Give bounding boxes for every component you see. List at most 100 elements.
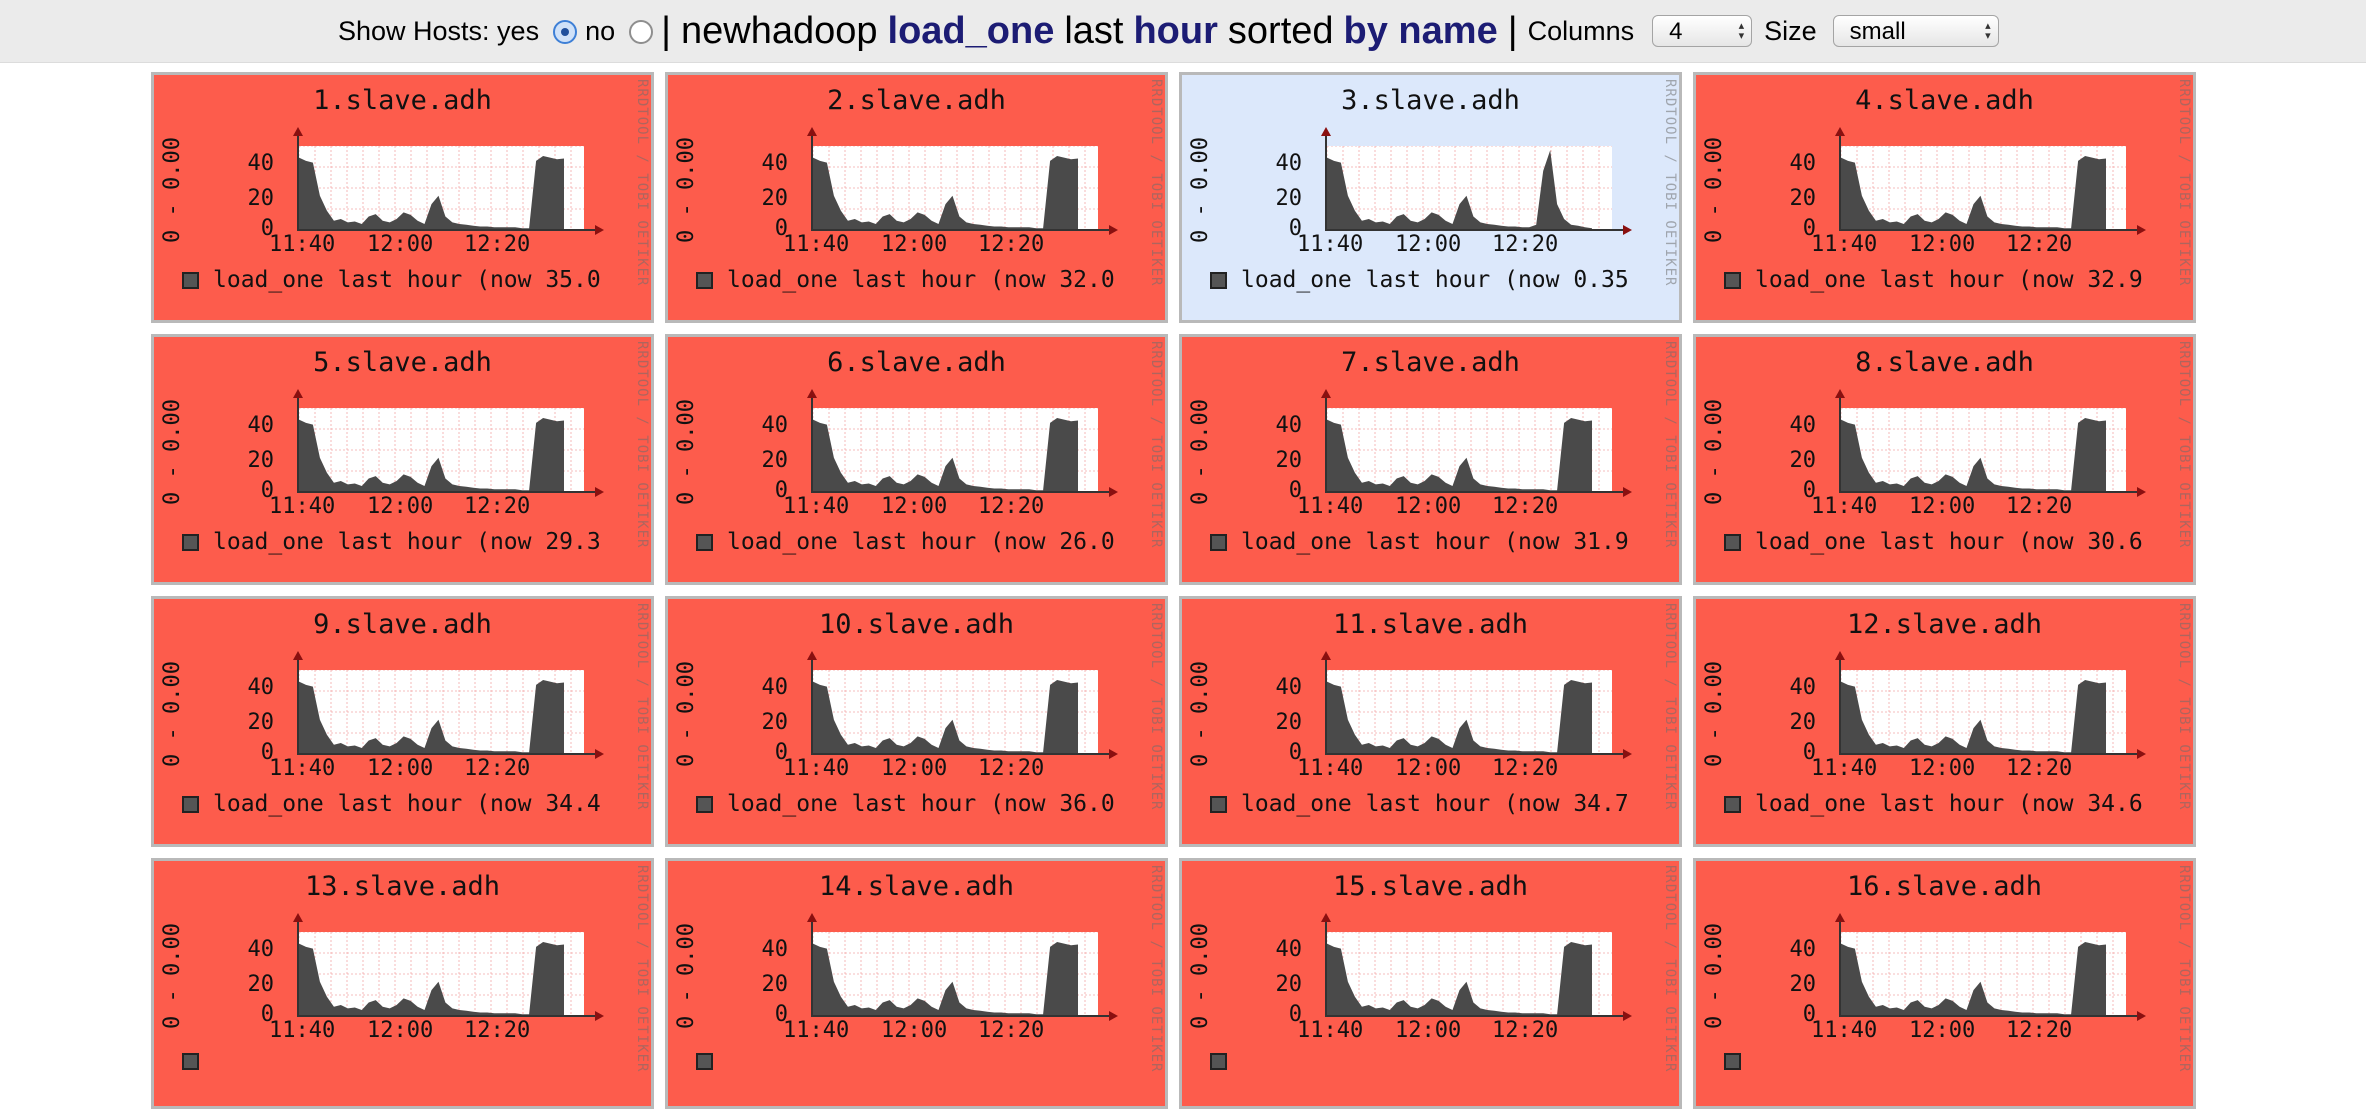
x-tick-label: 12:20 [2006,494,2073,519]
legend-text: load_one last hour (now 35.0 [213,267,601,293]
y-tick-label: 40 [1789,151,1817,176]
legend-text: load_one last hour (now 32.0 [727,267,1115,293]
y-axis [1325,133,1327,231]
x-tick-label: 11:40 [783,494,850,519]
x-tick-label: 11:40 [269,756,336,781]
x-axis [811,753,1111,755]
host-graph-card[interactable]: 11.slave.adh 0 - 0.00 40 20 0 11:40 12:0… [1179,596,1682,847]
x-tick-label: 12:00 [367,1018,434,1043]
host-graph-card[interactable]: 3.slave.adh 0 - 0.00 40 20 0 11:40 12:00… [1179,72,1682,323]
separator-2: | [1507,9,1518,52]
x-tick-label: 12:20 [978,756,1045,781]
y-tick-label: 0 [774,478,788,503]
show-hosts-no-radio[interactable] [629,20,654,44]
y-tick-label: 20 [1275,448,1303,473]
load-area [1327,418,1592,491]
x-tick-label: 12:00 [881,1018,948,1043]
y-tick-label: 40 [1275,675,1303,700]
y-tick-label: 20 [1789,448,1817,473]
legend-text: load_one last hour (now 31.9 [1241,529,1629,555]
y-axis [1839,395,1841,493]
rrdtool-watermark: RRDTOOL / TOBI OETIKER [1148,341,1164,549]
host-graph-card[interactable]: 13.slave.adh 0 - 0.00 40 20 0 11:40 12:0… [151,858,654,1109]
graph-legend: load_one last hour (now 0.35 [1210,267,1629,293]
x-axis-arrow [1109,487,1118,497]
graph-legend: load_one last hour (now 36.0 [696,791,1115,817]
host-graph-card[interactable]: 9.slave.adh 0 - 0.00 40 20 0 11:40 12:00… [151,596,654,847]
columns-label: Columns [1527,15,1635,46]
x-tick-label: 12:00 [367,232,434,257]
graph-legend: load_one last hour (now 32.0 [696,267,1115,293]
load-chart [1327,408,1612,491]
y-axis [811,919,813,1017]
host-graph-title: 9.slave.adh [313,609,492,640]
x-tick-label: 12:00 [1909,232,1976,257]
host-graph-card[interactable]: 7.slave.adh 0 - 0.00 40 20 0 11:40 12:00… [1179,334,1682,585]
graph-legend: load_one last hour (now 31.9 [1210,529,1629,555]
y-axis [1839,657,1841,755]
x-axis [1839,491,2139,493]
host-graph-title: 3.slave.adh [1341,85,1520,116]
y-range-label: 0 - 0.00 [160,661,185,767]
graph-legend [696,1053,727,1070]
x-axis [811,1015,1111,1017]
x-tick-label: 11:40 [1811,232,1878,257]
columns-select[interactable]: 4 [1652,15,1753,47]
host-graph-card[interactable]: 2.slave.adh 0 - 0.00 40 20 0 11:40 12:00… [665,72,1168,323]
legend-swatch [1210,795,1227,813]
graph-legend: load_one last hour (now 32.9 [1724,267,2143,293]
rrdtool-watermark: RRDTOOL / TOBI OETIKER [2176,603,2192,811]
host-graph-card[interactable]: 10.slave.adh 0 - 0.00 40 20 0 11:40 12:0… [665,596,1168,847]
legend-swatch [182,1053,199,1070]
load-area [299,418,564,491]
x-tick-label: 11:40 [783,756,850,781]
host-graph-card[interactable]: 4.slave.adh 0 - 0.00 40 20 0 11:40 12:00… [1693,72,2196,323]
host-graph-card[interactable]: 15.slave.adh 0 - 0.00 40 20 0 11:40 12:0… [1179,858,1682,1109]
x-tick-label: 12:00 [1395,756,1462,781]
x-tick-label: 11:40 [269,1018,336,1043]
x-tick-label: 11:40 [269,494,336,519]
load-chart [1327,932,1612,1015]
y-axis [297,395,299,493]
x-axis [811,229,1111,231]
rrdtool-watermark: RRDTOOL / TOBI OETIKER [1662,341,1678,549]
y-tick-label: 0 [774,216,788,241]
host-graph-card[interactable]: 6.slave.adh 0 - 0.00 40 20 0 11:40 12:00… [665,334,1168,585]
x-tick-label: 11:40 [1297,232,1364,257]
y-axis-arrow [293,651,303,660]
header-controls: Show Hosts: yes no | newhadoop load_one … [338,0,2011,62]
x-tick-label: 12:20 [978,1018,1045,1043]
host-graph-title: 10.slave.adh [818,609,1015,640]
host-graph-card[interactable]: 8.slave.adh 0 - 0.00 40 20 0 11:40 12:00… [1693,334,2196,585]
x-tick-label: 12:20 [1492,494,1559,519]
y-tick-label: 40 [247,413,275,438]
x-axis-arrow [1109,225,1118,235]
host-graph-card[interactable]: 16.slave.adh 0 - 0.00 40 20 0 11:40 12:0… [1693,858,2196,1109]
load-chart [1327,146,1612,229]
load-chart [813,932,1098,1015]
host-graph-card[interactable]: 12.slave.adh 0 - 0.00 40 20 0 11:40 12:0… [1693,596,2196,847]
rrdtool-watermark: RRDTOOL / TOBI OETIKER [634,603,650,811]
host-graph-card[interactable]: 14.slave.adh 0 - 0.00 40 20 0 11:40 12:0… [665,858,1168,1109]
y-tick-label: 0 [260,1002,274,1027]
load-chart [299,932,584,1015]
y-axis [297,919,299,1017]
host-graph-card[interactable]: 5.slave.adh 0 - 0.00 40 20 0 11:40 12:00… [151,334,654,585]
x-axis [1325,1015,1625,1017]
y-axis [1325,395,1327,493]
x-tick-label: 12:20 [978,494,1045,519]
x-axis [1839,753,2139,755]
rrdtool-watermark: RRDTOOL / TOBI OETIKER [2176,79,2192,287]
y-axis [811,133,813,231]
load-chart [1841,670,2126,753]
host-graph-card[interactable]: 1.slave.adh 0 - 0.00 40 20 0 11:40 12:00… [151,72,654,323]
x-tick-label: 12:00 [881,494,948,519]
size-select[interactable]: small [1832,15,1999,47]
x-axis-arrow [2137,487,2146,497]
graph-legend [1724,1053,1755,1070]
show-hosts-yes-radio[interactable] [553,20,578,44]
y-tick-label: 20 [1275,972,1303,997]
y-tick-label: 20 [247,186,275,211]
y-tick-label: 0 [1288,216,1302,241]
load-area [1841,156,2106,229]
